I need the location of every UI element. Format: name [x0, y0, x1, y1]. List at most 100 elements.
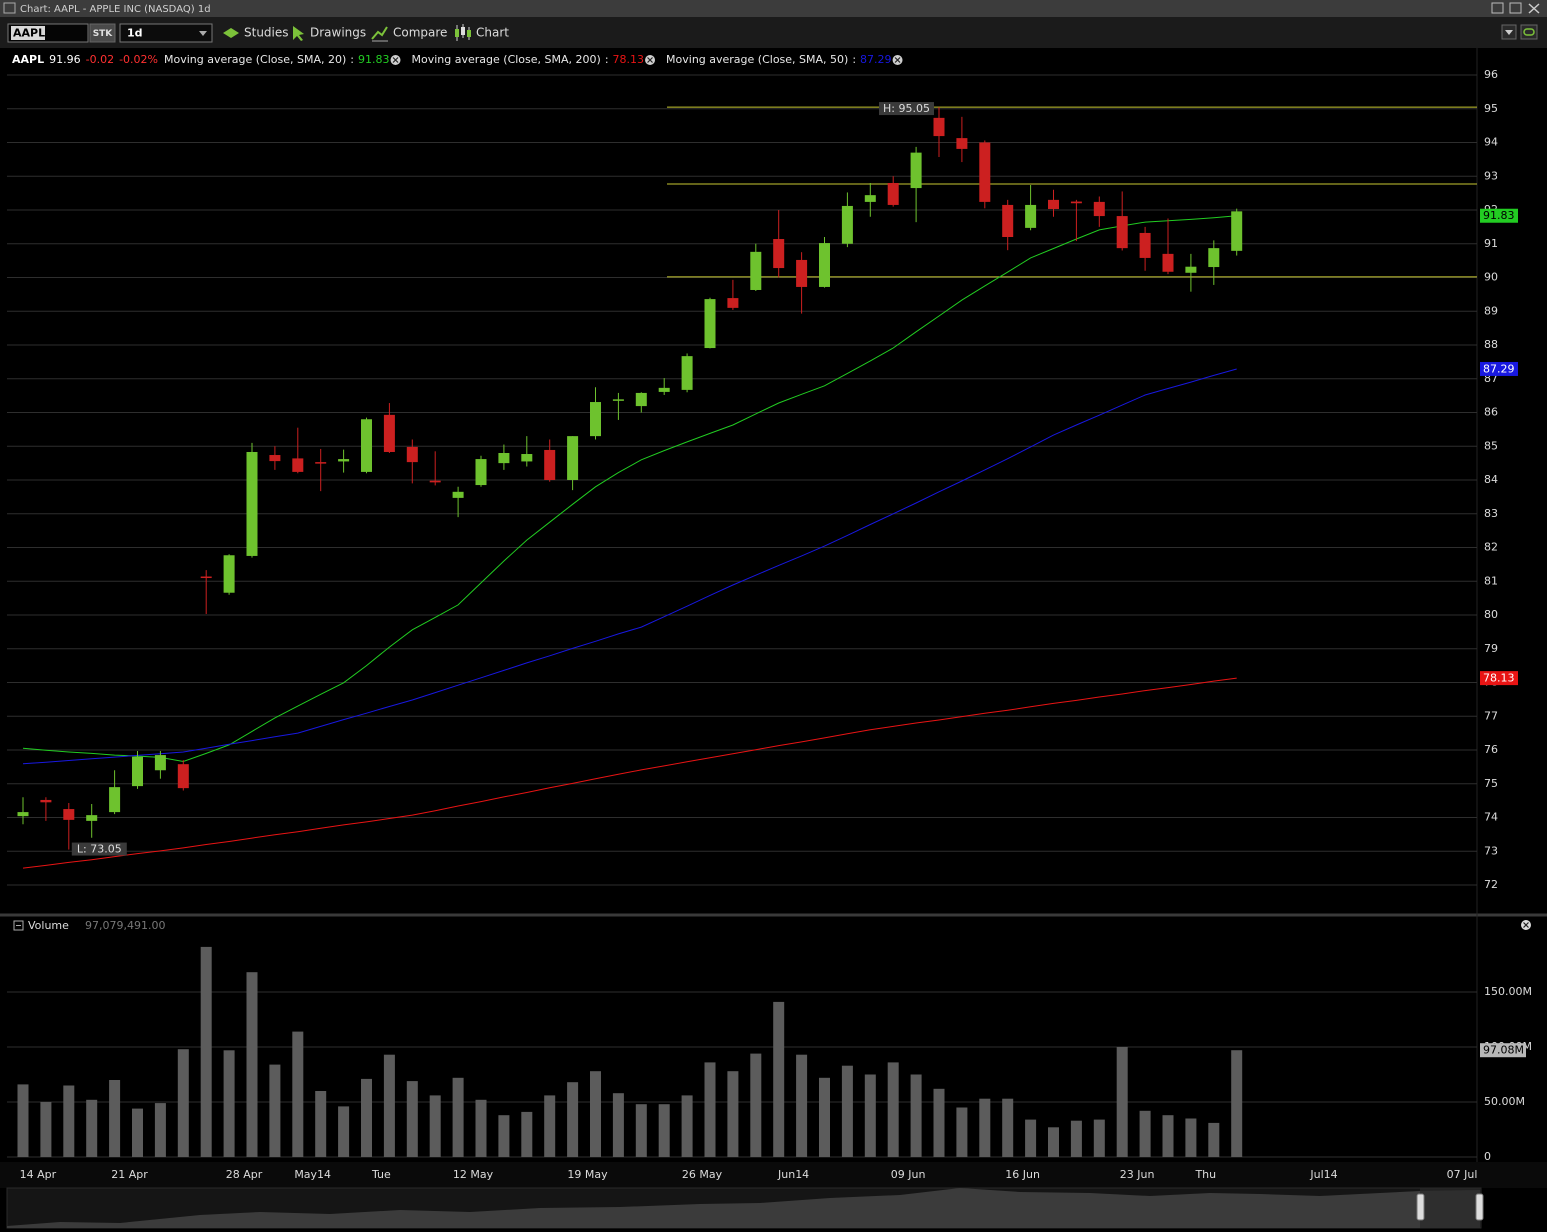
drawings-button[interactable]: Drawings	[310, 26, 366, 40]
link-icon	[1523, 28, 1535, 36]
period-dropdown-arrow	[199, 31, 207, 36]
volume-bar	[1208, 1122, 1220, 1157]
navigator-handle[interactable]	[1475, 1193, 1484, 1221]
x-tick-label: May14	[294, 1168, 331, 1181]
sec-type: STK	[93, 29, 114, 39]
candle-body	[40, 799, 52, 803]
chart-button[interactable]: Chart	[476, 26, 509, 40]
volume-bar	[1002, 1098, 1014, 1157]
volume-bar	[40, 1102, 52, 1157]
y-tick-label: 0	[1484, 1150, 1491, 1163]
candle-body	[1139, 232, 1151, 258]
last-value-label: 91.83	[1483, 209, 1515, 222]
window-title: Chart: AAPL - APPLE INC (NASDAQ) 1d	[20, 4, 211, 15]
y-tick-label: 81	[1484, 574, 1498, 587]
y-tick-label: 76	[1484, 743, 1498, 756]
x-tick-label: 09 Jun	[891, 1168, 926, 1181]
volume-bar	[452, 1077, 464, 1157]
volume-bar	[773, 1001, 785, 1157]
volume-total: 97,079,491.00	[85, 919, 165, 932]
quote-change: -0.02	[86, 53, 114, 66]
last-volume-tag	[1480, 1043, 1526, 1058]
y-tick-label: 91	[1484, 237, 1498, 250]
volume-bar	[819, 1077, 830, 1157]
x-tick-label: 12 May	[453, 1168, 494, 1181]
last-volume-label: 97.08M	[1483, 1044, 1524, 1057]
period-select[interactable]	[119, 23, 213, 43]
legend-separator: :	[350, 53, 354, 66]
candle-body	[1048, 199, 1059, 209]
title-bar	[0, 0, 1547, 17]
candle-body	[750, 251, 762, 290]
y-tick-label: 50.00M	[1484, 1095, 1525, 1108]
restore-button[interactable]	[1509, 2, 1522, 14]
quote-change-pct: -0.02%	[119, 53, 158, 66]
volume-collapse-icon[interactable]	[13, 920, 24, 931]
compare-icon	[371, 26, 388, 40]
x-tick-label: Tue	[371, 1168, 391, 1181]
link-button[interactable]	[1520, 24, 1538, 40]
navigator-handle[interactable]	[1416, 1193, 1425, 1221]
volume-bar	[864, 1074, 876, 1157]
candle-body	[910, 152, 922, 189]
chart-icon-body	[455, 29, 459, 37]
candle-body	[612, 399, 624, 401]
symbol-selection	[11, 26, 45, 40]
volume-bar	[544, 1095, 556, 1157]
volume-bar	[1162, 1115, 1174, 1157]
volume-bar	[315, 1091, 327, 1157]
candle-body	[132, 756, 143, 787]
navigator-window[interactable]	[1420, 1188, 1480, 1228]
chart-icon-body	[461, 27, 465, 35]
volume-bar	[246, 972, 258, 1157]
candle-body	[864, 195, 876, 202]
candle-body	[521, 454, 533, 462]
candle-body	[498, 453, 510, 464]
volume-bar	[1185, 1118, 1197, 1157]
popout-button[interactable]	[1491, 2, 1504, 14]
candle-body	[452, 491, 464, 498]
close-window-button[interactable]	[1528, 3, 1540, 14]
volume-bar	[429, 1095, 441, 1157]
x-tick-label: 16 Jun	[1005, 1168, 1040, 1181]
candle-body	[86, 815, 98, 821]
period-text: 1d	[127, 27, 143, 40]
studies-button[interactable]: Studies	[244, 26, 289, 40]
chart-icon-body	[467, 30, 471, 37]
low-label-box	[71, 842, 127, 856]
legend-separator: :	[605, 53, 609, 66]
y-tick-label: 88	[1484, 338, 1498, 351]
candle-body	[475, 459, 487, 486]
low-label: L: 73.05	[77, 843, 122, 856]
legend-remove-x	[894, 57, 901, 63]
drawings-icon	[293, 26, 304, 41]
y-tick-label: 95	[1484, 102, 1498, 115]
y-tick-label: 89	[1484, 304, 1498, 317]
candle-body	[1025, 204, 1037, 228]
y-tick-label: 83	[1484, 507, 1498, 520]
volume-bar	[658, 1104, 670, 1157]
legend-name: Moving average (Close, SMA, 50)	[666, 53, 848, 66]
candle-body	[590, 402, 601, 437]
compare-button[interactable]: Compare	[393, 26, 447, 40]
legend-value: 78.13	[613, 53, 645, 66]
y-tick-label: 84	[1484, 473, 1498, 486]
volume-bar	[933, 1088, 945, 1157]
navigator-area	[7, 1188, 1480, 1228]
candle-body	[956, 138, 968, 149]
high-label: H: 95.05	[883, 102, 930, 115]
menu-arrow	[1505, 30, 1513, 35]
candle-body	[979, 142, 991, 202]
candle-body	[292, 458, 304, 472]
candle-body	[406, 446, 418, 463]
volume-bar	[177, 1049, 189, 1157]
volume-bar	[406, 1081, 418, 1157]
volume-bar	[727, 1071, 739, 1157]
volume-close-x	[1523, 922, 1529, 928]
candle-body	[246, 451, 258, 556]
volume-bar	[704, 1062, 716, 1157]
legend-separator: :	[852, 53, 856, 66]
candle-body	[887, 183, 899, 205]
